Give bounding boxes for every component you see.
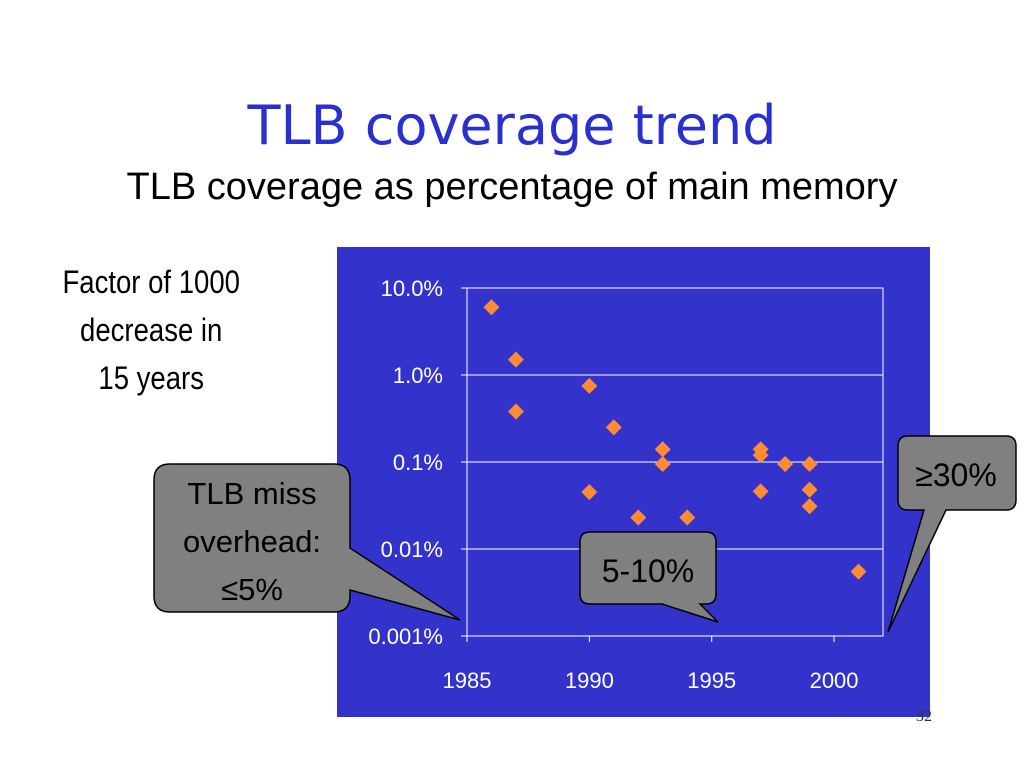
callout-right-shape	[887, 435, 1017, 633]
y-tick-label: 0.01%	[381, 537, 443, 562]
data-point-marker	[801, 498, 818, 515]
y-tick-label: 1.0%	[393, 363, 443, 388]
note-line: Factor of 1000	[62, 264, 240, 300]
data-point-marker	[801, 481, 818, 498]
data-point-marker	[605, 419, 622, 436]
y-tick-label: 10.0%	[381, 276, 443, 301]
callout-right-label: ≥30%	[915, 457, 997, 493]
data-point-marker	[850, 563, 867, 580]
data-point-marker	[483, 299, 500, 316]
callout-left-line: TLB miss	[187, 476, 316, 511]
x-tick-label: 1990	[565, 668, 614, 693]
data-point-marker	[752, 483, 769, 500]
callouts: TLB miss overhead: ≤5% 5-10% ≥30%	[153, 435, 1017, 633]
data-point-marker	[654, 441, 671, 458]
callout-left-shape	[153, 463, 461, 621]
data-point-marker	[630, 509, 647, 526]
chart-background	[337, 247, 930, 717]
page-subtitle: TLB coverage as percentage of main memor…	[126, 166, 898, 208]
data-point-marker	[654, 455, 671, 472]
note-line: decrease in	[80, 312, 223, 348]
y-tick-label: 0.1%	[393, 450, 443, 475]
callout-middle-label: 5-10%	[602, 553, 695, 589]
callout-left-line: ≤5%	[221, 572, 283, 607]
data-point-marker	[777, 455, 794, 472]
slide-number: 32	[916, 708, 932, 725]
data-point-marker	[801, 455, 818, 472]
page-title: TLB coverage trend	[247, 94, 777, 157]
data-point-marker	[507, 403, 524, 420]
data-point-marker	[581, 377, 598, 394]
x-tick-label: 1995	[687, 668, 736, 693]
y-tick-label: 0.001%	[368, 624, 443, 649]
trend-note: Factor of 1000 decrease in 15 years	[48, 258, 254, 402]
axis-layer: 10.0% 1.0% 0.1% 0.01% 0.001%1985 1990 1995 2000	[368, 276, 858, 693]
x-tick-label: 2000	[810, 668, 859, 693]
note-line: 15 years	[98, 360, 204, 396]
data-point-marker	[752, 447, 769, 464]
callout-left-line: overhead:	[183, 524, 321, 559]
callout-middle-shape	[579, 531, 719, 623]
data-point-marker	[581, 484, 598, 501]
x-tick-label: 1985	[443, 668, 492, 693]
data-points	[483, 299, 867, 580]
data-point-marker	[679, 509, 696, 526]
data-point-marker	[507, 351, 524, 368]
